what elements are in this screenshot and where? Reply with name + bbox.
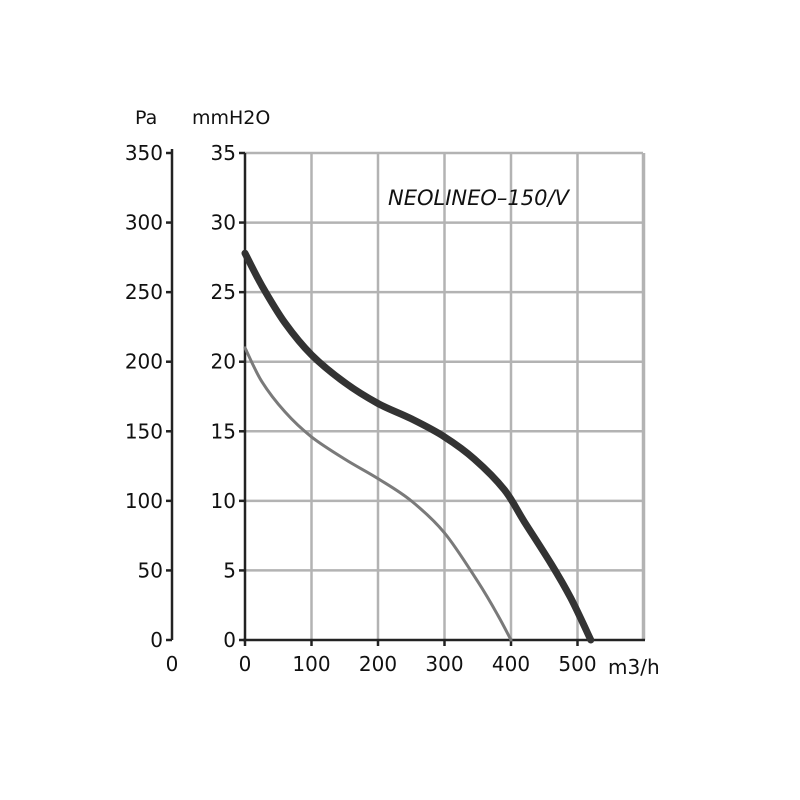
series-line-thick [241,249,595,644]
mmh2o-tick-label: 25 [211,280,236,304]
outer-axis-zero-label: 0 [166,652,179,676]
pa-tick-label: 100 [125,489,163,513]
series-lines [241,249,595,644]
mmh2o-tick-label: 10 [211,489,236,513]
mmh2o-tick-label: 30 [211,211,236,235]
axes [166,149,645,646]
grid [245,151,646,640]
pa-axis-unit: Pa [135,107,157,129]
chart-title: NEOLINEO–150/V [388,186,571,210]
series-line-thin [243,346,513,642]
mmh2o-tick-label: 5 [223,558,236,582]
pa-tick-label: 200 [125,350,163,374]
x-tick-label: 400 [492,652,530,676]
x-tick-label: 500 [558,652,596,676]
pa-tick-label: 50 [138,558,163,582]
x-tick-label: 100 [292,652,330,676]
x-tick-label: 0 [239,652,252,676]
pa-tick-label: 350 [125,141,163,165]
pa-tick-label: 150 [125,419,163,443]
pa-tick-label: 0 [150,628,163,652]
pa-tick-label: 250 [125,280,163,304]
x-axis-unit: m3/h [608,655,660,679]
mmh2o-tick-label: 35 [211,141,236,165]
x-tick-label: 300 [425,652,463,676]
pa-tick-label: 300 [125,211,163,235]
mmh2o-tick-label: 0 [223,628,236,652]
mmh2o-axis-unit: mmH2O [192,107,270,129]
mmh2o-tick-label: 15 [211,419,236,443]
mmh2o-tick-label: 20 [211,350,236,374]
x-tick-label: 200 [359,652,397,676]
